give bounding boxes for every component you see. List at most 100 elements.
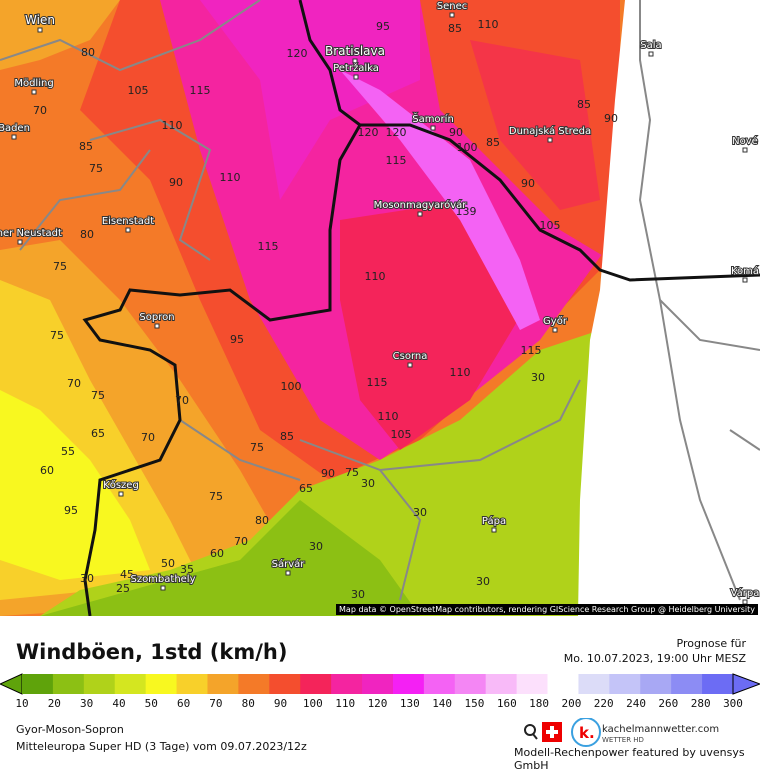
city-marker-icon (160, 585, 166, 591)
city-label: Dunajská Streda (509, 125, 591, 137)
city[interactable]: Eisenstadt (101, 215, 155, 233)
city-marker-icon (430, 125, 436, 131)
city-label: Eisenstadt (102, 216, 154, 227)
legend-tick: 240 (626, 697, 646, 710)
legend-tick: 90 (273, 697, 288, 710)
legend-swatch (423, 674, 456, 694)
city-label: Sala (640, 40, 661, 51)
contour-label: 30 (80, 572, 94, 585)
city[interactable]: Wiener Neustadt (0, 227, 63, 245)
contour-label: 90 (321, 467, 335, 480)
contour-label: 35 (180, 563, 194, 576)
forecast-info: Prognose für Mo. 10.07.2023, 19:00 Uhr M… (564, 636, 746, 666)
city[interactable]: Sárvár (271, 557, 306, 576)
city-label: Baden (0, 123, 30, 134)
city[interactable]: Mosonmagyaróvár (373, 198, 468, 217)
city[interactable]: Várpa (730, 586, 760, 605)
city-label: Wien (25, 13, 55, 27)
site-name: kachelmannwetter.com (602, 724, 720, 735)
city-label: Szombathely (130, 574, 195, 585)
legend-tick: 280 (690, 697, 711, 710)
city-label: Sárvár (272, 558, 306, 570)
legend-tick: 50 (144, 697, 158, 710)
city[interactable]: Szombathely (129, 573, 197, 591)
city-label: Sopron (139, 312, 174, 323)
contour-label: 115 (190, 84, 211, 97)
legend-tick: 60 (176, 697, 191, 710)
city[interactable]: Sopron (138, 311, 176, 329)
city[interactable]: Senec (436, 0, 468, 18)
legend-tick: 300 (723, 697, 743, 710)
contour-label: 105 (391, 428, 412, 441)
city-marker-icon (11, 134, 17, 140)
legend-swatch (207, 674, 239, 694)
city[interactable]: Nové (731, 134, 759, 153)
wind-gust-map[interactable]: 80 95 85 110 120 105 115 85 90 70 110 120 120 90 85 85 1… (0, 0, 760, 616)
city[interactable]: Petržalka (332, 61, 380, 80)
legend-swatch (331, 674, 363, 694)
contour-label: 85 (486, 136, 500, 149)
city-marker-icon (417, 211, 423, 217)
contour-label: 110 (478, 18, 499, 31)
legend-tick: 30 (80, 697, 94, 710)
contour-label: 110 (162, 119, 183, 132)
city-marker-icon (125, 227, 131, 233)
legend-tick: 80 (241, 697, 255, 710)
legend-tick: 20 (47, 697, 61, 710)
contour-label: 100 (281, 380, 302, 393)
site-subtitle: WETTER HD (602, 736, 644, 744)
contour-label: 85 (79, 140, 93, 153)
legend-tick: 110 (335, 697, 356, 710)
city-marker-icon (154, 323, 160, 329)
city-marker-icon (449, 12, 455, 18)
city[interactable]: Komá (730, 264, 760, 283)
contour-label: 115 (386, 154, 407, 167)
city[interactable]: Csorna (392, 350, 428, 368)
contour-label: 110 (450, 366, 471, 379)
super-hd-logo-icon (524, 724, 538, 740)
city-marker-icon (742, 277, 748, 283)
city[interactable]: Mödling (13, 77, 55, 95)
contour-label: 120 (358, 126, 379, 139)
legend-swatch (22, 674, 54, 694)
city-label: Kőszeg (103, 479, 139, 491)
legend-arrow-left-icon (0, 673, 23, 695)
contour-label: 75 (345, 466, 359, 479)
legend-swatch (609, 674, 641, 694)
city-marker-icon (547, 137, 553, 143)
city[interactable]: Győr (542, 314, 569, 333)
legend-swatch (83, 674, 116, 694)
city-label: Várpa (731, 587, 760, 599)
legend-swatch (640, 674, 672, 694)
city[interactable]: Pápa (481, 514, 507, 533)
contour-label: 70 (234, 535, 248, 548)
legend-swatch (176, 674, 208, 694)
city-label: Győr (543, 315, 568, 327)
contour-label: 75 (53, 260, 67, 273)
color-legend (0, 673, 760, 695)
city-marker-icon (31, 89, 37, 95)
city-marker-icon (648, 51, 654, 57)
legend-tick: 130 (399, 697, 420, 710)
contour-label: 85 (280, 430, 294, 443)
legend-swatch (238, 674, 270, 694)
city[interactable]: Wien (24, 12, 56, 33)
contour-labels: 80 95 85 110 120 105 115 85 90 70 110 120 120 90 85 85 1… (33, 18, 618, 601)
legend-swatch (454, 674, 487, 694)
contour-label: 30 (309, 540, 323, 553)
legend-tick: 140 (432, 697, 453, 710)
city[interactable]: Bratislava (324, 43, 386, 64)
contour-label: 30 (413, 506, 427, 519)
city[interactable]: Baden (0, 122, 31, 140)
contour-label: 80 (81, 46, 95, 59)
contour-label: 65 (91, 427, 105, 440)
contour-label: 90 (521, 177, 535, 190)
city[interactable]: Kőszeg (102, 478, 140, 497)
city[interactable]: Dunajská Streda (508, 124, 592, 143)
legend-swatch (300, 674, 332, 694)
city-label: Senec (437, 1, 468, 12)
city[interactable]: Sala (639, 39, 663, 57)
legend-swatch (362, 674, 394, 694)
contour-label: 65 (299, 482, 313, 495)
city[interactable]: Šamorín (411, 111, 455, 131)
